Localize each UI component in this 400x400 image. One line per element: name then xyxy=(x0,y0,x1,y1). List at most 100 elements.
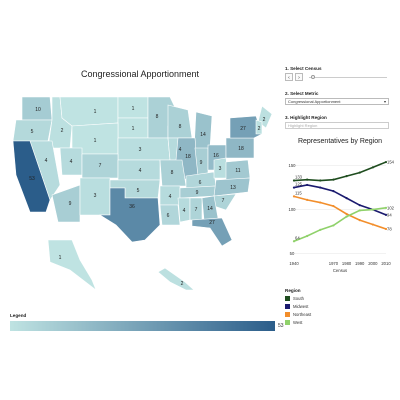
x-axis-label: Census xyxy=(333,268,347,273)
legend-title: Legend xyxy=(10,313,27,318)
previous-step-button[interactable]: ‹ xyxy=(285,73,293,81)
state-value-wv: 3 xyxy=(219,166,222,172)
data-point-west[interactable] xyxy=(345,215,348,218)
y-tick-label: 100 xyxy=(289,207,297,212)
state-ny[interactable] xyxy=(229,115,263,139)
metric-label: 2. Select Metric xyxy=(285,91,319,96)
state-value-wi: 8 xyxy=(179,124,182,130)
line-chart[interactable]: 50 100 150 1940 1970 1980 1990 2000 2010 Census 1… xyxy=(282,150,398,285)
state-tx[interactable] xyxy=(98,187,161,243)
state-value-pa: 18 xyxy=(238,146,244,152)
chevron-down-icon[interactable]: ▾ xyxy=(383,99,386,104)
legend-item-midwest[interactable]: Midwest xyxy=(285,303,308,310)
state-value-la: 6 xyxy=(167,213,170,219)
end-value-label: 78 xyxy=(387,226,392,231)
data-point-midwest[interactable] xyxy=(332,189,335,193)
data-point-west[interactable] xyxy=(292,240,296,243)
legend-swatch xyxy=(285,312,290,318)
state-fl[interactable] xyxy=(191,217,233,247)
x-tick-label: 2000 xyxy=(368,261,378,266)
data-point-west[interactable] xyxy=(306,234,309,238)
state-az[interactable] xyxy=(51,184,81,223)
data-point-south[interactable] xyxy=(358,171,361,174)
data-point-west[interactable] xyxy=(319,228,322,231)
x-tick-label: 1970 xyxy=(329,261,339,266)
state-value-nm: 3 xyxy=(94,193,97,199)
state-ak[interactable] xyxy=(47,239,97,291)
start-value-label: 115 xyxy=(295,190,302,195)
legend-label: Midwest xyxy=(293,304,309,309)
data-point-midwest[interactable] xyxy=(319,186,322,189)
census-slider[interactable]: ‹ › xyxy=(285,73,389,82)
state-value-fl: 27 xyxy=(209,220,215,226)
region-search-input[interactable]: Highlight Region xyxy=(285,122,389,129)
state-ca[interactable] xyxy=(12,140,51,213)
color-gradient-legend xyxy=(10,321,275,331)
x-tick-label: 2010 xyxy=(381,261,391,266)
state-la[interactable] xyxy=(159,204,181,226)
state-value-ks: 4 xyxy=(139,168,142,174)
data-point-midwest[interactable] xyxy=(345,197,348,200)
legend-item-west[interactable]: West xyxy=(285,319,302,326)
legend-item-northeast[interactable]: Northeast xyxy=(285,311,311,318)
state-sc[interactable] xyxy=(213,193,237,211)
state-wi[interactable] xyxy=(167,104,193,139)
data-point-midwest[interactable] xyxy=(292,186,296,189)
state-value-tx: 36 xyxy=(129,204,135,210)
data-point-northeast[interactable] xyxy=(306,198,309,201)
data-point-south[interactable] xyxy=(384,160,388,164)
state-value-me: 2 xyxy=(263,117,266,123)
state-value-mt: 1 xyxy=(94,109,97,115)
state-nc[interactable] xyxy=(213,177,251,197)
data-point-midwest[interactable] xyxy=(358,204,361,207)
next-step-button[interactable]: › xyxy=(295,73,303,81)
series-line-midwest[interactable] xyxy=(293,184,387,216)
data-point-northeast[interactable] xyxy=(371,223,374,226)
data-point-northeast[interactable] xyxy=(384,227,388,231)
state-mi[interactable] xyxy=(193,111,213,151)
x-tick-label: 1990 xyxy=(355,261,365,266)
series-line-south[interactable] xyxy=(293,161,387,182)
data-point-west[interactable] xyxy=(371,208,374,211)
data-point-south[interactable] xyxy=(345,175,348,178)
legend-item-south[interactable]: South xyxy=(285,295,304,302)
state-value-ia: 4 xyxy=(179,147,182,153)
y-tick-label: 50 xyxy=(290,251,295,256)
state-value-or: 5 xyxy=(31,129,34,135)
data-point-south[interactable] xyxy=(371,166,374,169)
data-point-midwest[interactable] xyxy=(306,183,309,187)
data-point-northeast[interactable] xyxy=(345,212,348,216)
state-value-ar: 4 xyxy=(169,194,172,200)
data-point-west[interactable] xyxy=(384,206,388,209)
state-value-ga: 14 xyxy=(207,206,213,212)
slider-track[interactable] xyxy=(309,77,387,78)
data-point-northeast[interactable] xyxy=(332,204,335,208)
series-line-west[interactable] xyxy=(293,207,387,243)
data-point-south[interactable] xyxy=(306,178,309,181)
state-value-ak: 1 xyxy=(59,255,62,261)
metric-select[interactable]: Congressional Apportionment ▾ xyxy=(285,98,389,105)
state-ne[interactable] xyxy=(117,137,171,161)
data-point-south[interactable] xyxy=(292,179,296,182)
state-nh[interactable] xyxy=(255,119,263,135)
state-value-sc: 7 xyxy=(222,198,225,204)
state-value-mn: 8 xyxy=(156,114,159,120)
data-point-west[interactable] xyxy=(332,224,335,227)
slider-thumb[interactable] xyxy=(311,75,315,79)
state-value-va: 11 xyxy=(235,168,240,174)
series-line-northeast[interactable] xyxy=(293,195,387,230)
data-point-midwest[interactable] xyxy=(384,213,388,216)
data-point-northeast[interactable] xyxy=(358,219,361,222)
data-point-west[interactable] xyxy=(358,209,361,212)
data-point-south[interactable] xyxy=(332,178,335,181)
map-title: Congressional Apportionment xyxy=(80,69,200,79)
data-point-northeast[interactable] xyxy=(319,201,322,204)
state-mt[interactable] xyxy=(59,96,119,127)
y-tick-label: 150 xyxy=(289,163,297,168)
data-point-northeast[interactable] xyxy=(292,195,296,198)
state-hi[interactable] xyxy=(157,267,195,291)
data-point-south[interactable] xyxy=(319,179,322,182)
state-value-co: 7 xyxy=(99,163,102,169)
state-value-nd: 1 xyxy=(132,106,135,112)
